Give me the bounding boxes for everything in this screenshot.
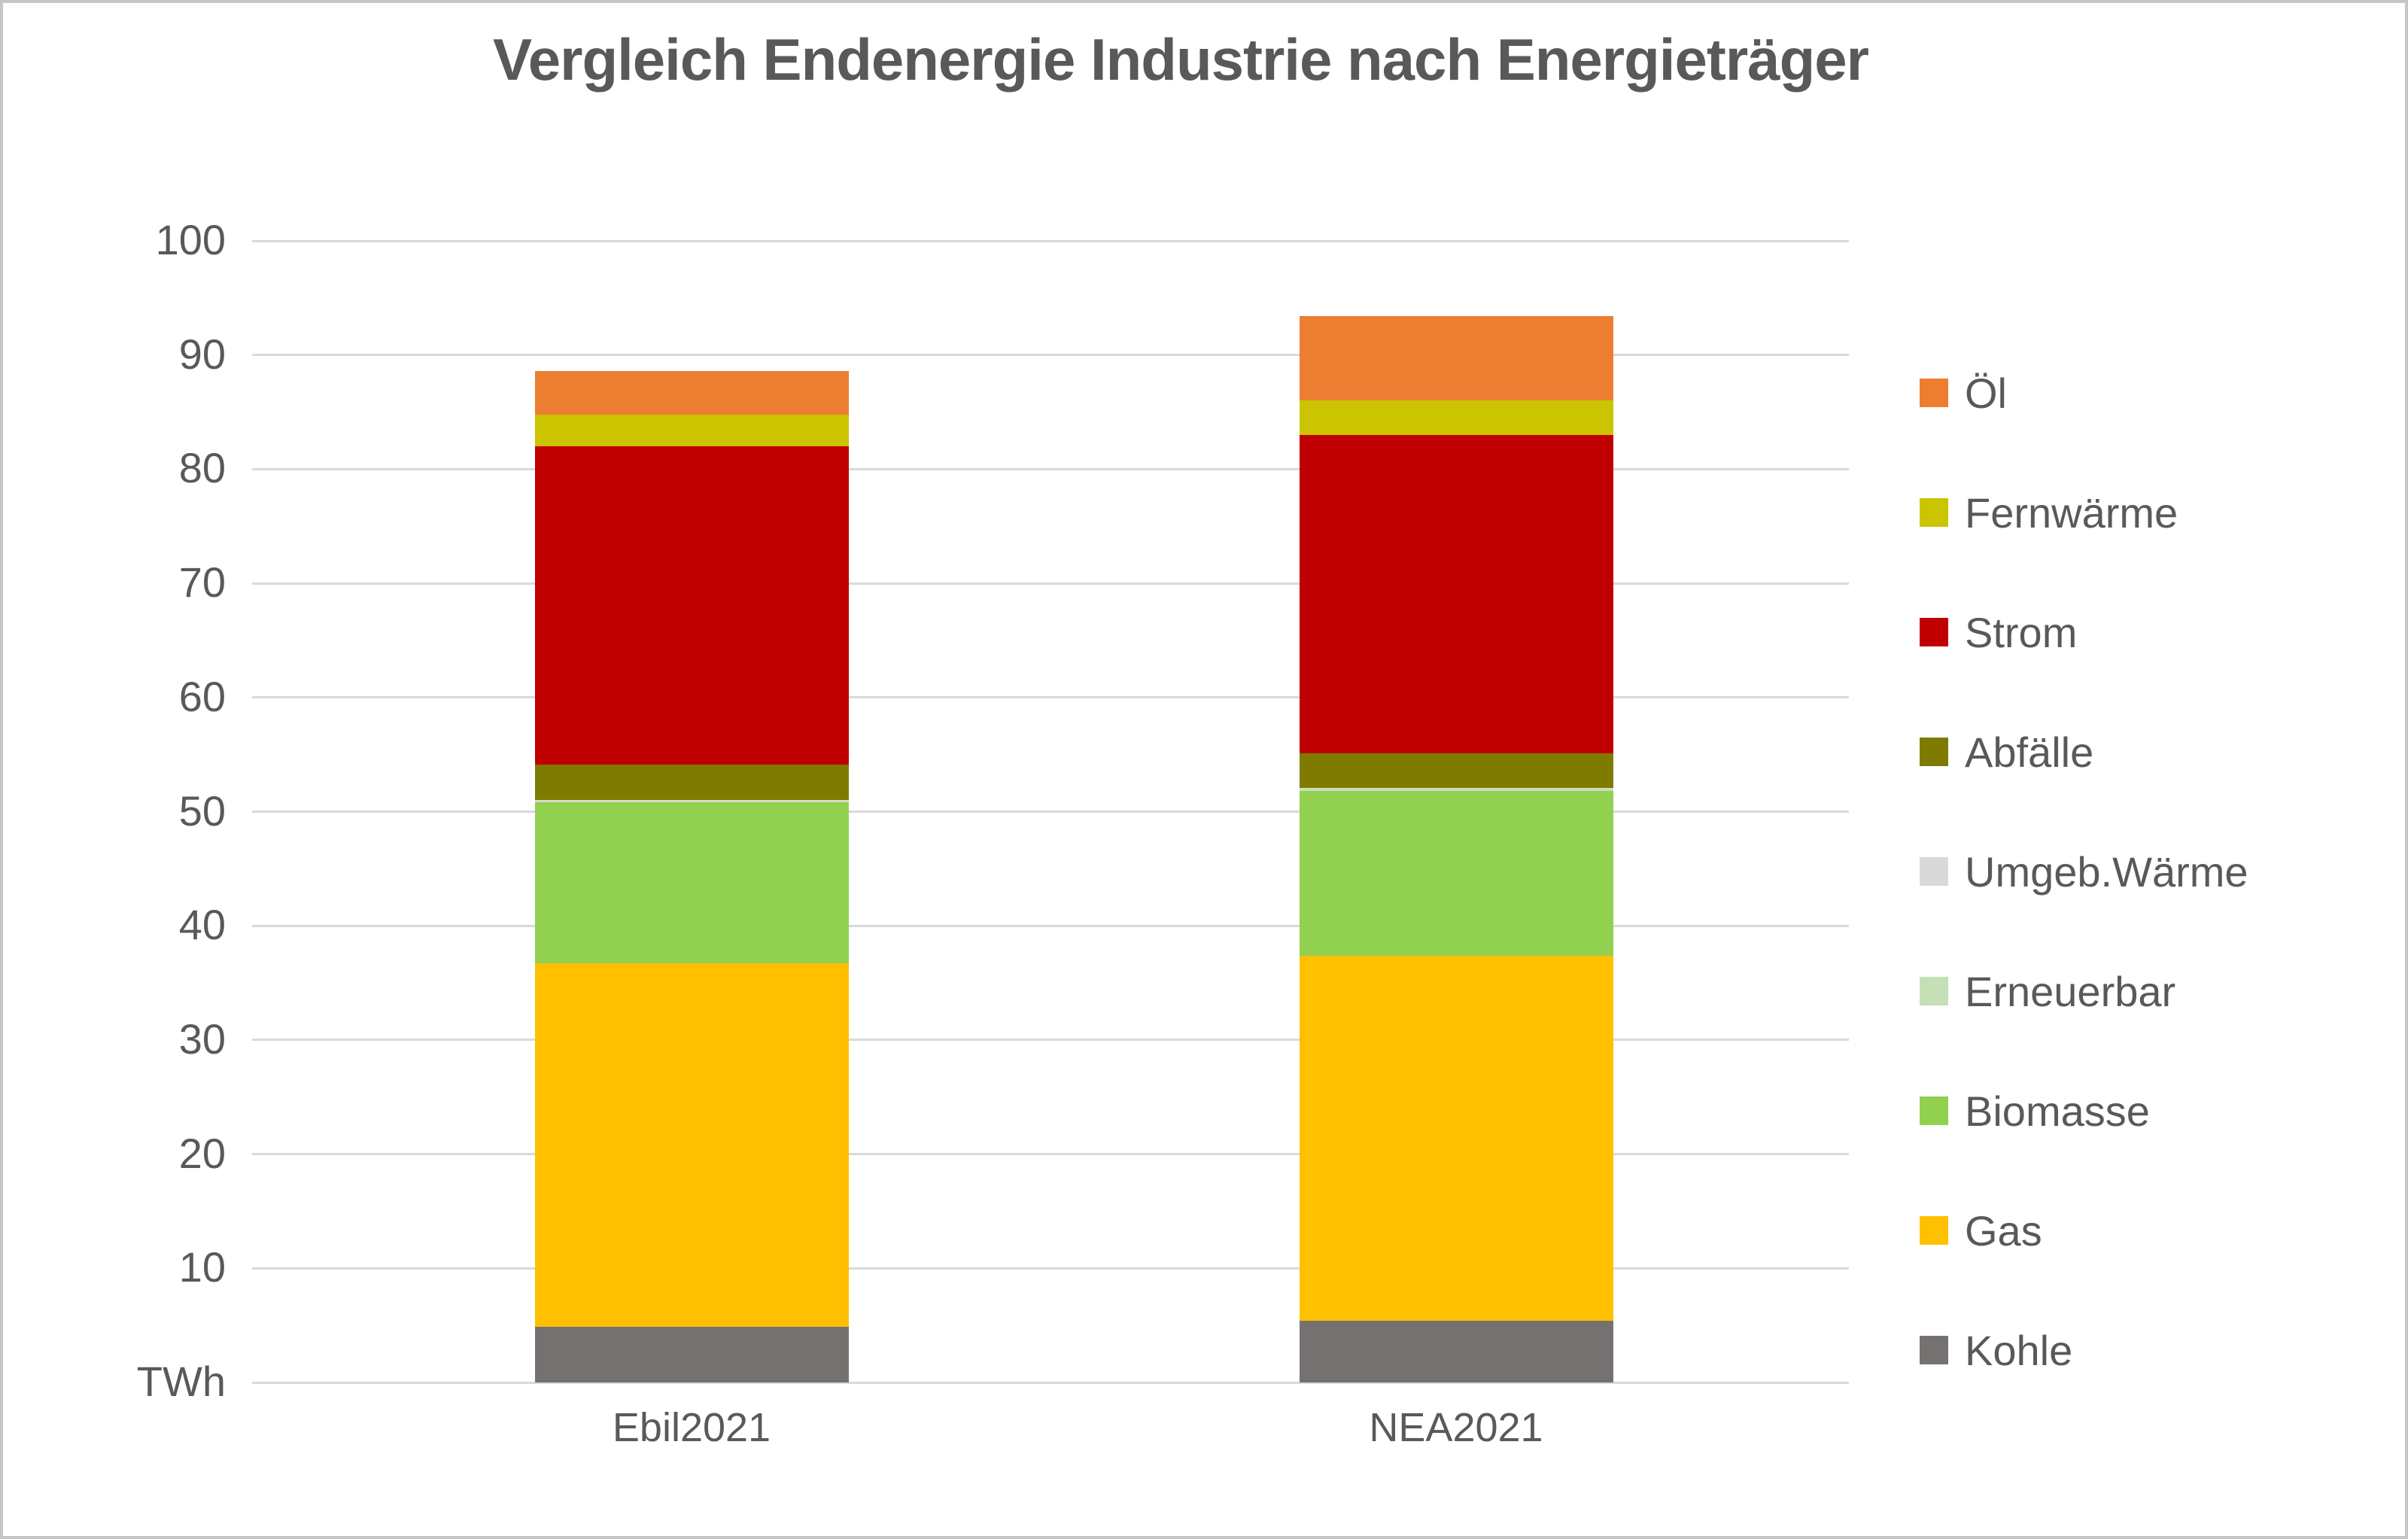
bar-segment-NEA2021-Strom <box>1299 434 1613 754</box>
bar-segment-NEA2021-Gas <box>1299 955 1613 1322</box>
gridline-90 <box>252 354 1849 357</box>
y-tick-label-60: 60 <box>178 672 226 720</box>
x-category-label-NEA2021: NEA2021 <box>1369 1405 1543 1450</box>
legend-item-Erneuerbar: Erneuerbar <box>1920 967 2176 1015</box>
bar-segment-NEA2021-Fernwärme <box>1299 400 1613 435</box>
y-tick-label-20: 20 <box>178 1129 226 1177</box>
gridline-40 <box>252 924 1849 927</box>
x-category-label-Ebil2021: Ebil2021 <box>612 1405 771 1450</box>
legend-item-Kohle: Kohle <box>1920 1326 2073 1374</box>
bar-segment-NEA2021-Abfälle <box>1299 753 1613 788</box>
legend-swatch-Biomasse <box>1920 1096 1948 1125</box>
y-axis-unit-label: TWh <box>136 1358 226 1406</box>
bar-segment-NEA2021-Öl <box>1299 316 1613 401</box>
bar-segment-Ebil2021-Erneuerbar <box>534 801 849 803</box>
y-tick-label-10: 10 <box>178 1243 226 1291</box>
legend-swatch-Strom <box>1920 618 1948 646</box>
legend-label-Gas: Gas <box>1965 1206 2042 1255</box>
bar-segment-Ebil2021-Fernwärme <box>534 414 849 447</box>
bar-segment-NEA2021-Kohle <box>1299 1321 1613 1382</box>
legend-label-Erneuerbar: Erneuerbar <box>1965 967 2176 1015</box>
legend-label-Biomasse: Biomasse <box>1965 1087 2150 1135</box>
legend-item-Strom: Strom <box>1920 608 2078 656</box>
legend-label-Strom: Strom <box>1965 608 2078 656</box>
chart-title: Vergleich Endenergie Industrie nach Ener… <box>493 26 1869 93</box>
legend-item-Öl: Öl <box>1920 369 2007 417</box>
y-tick-label-90: 90 <box>178 330 226 378</box>
bar-segment-Ebil2021-Strom <box>534 446 849 765</box>
legend-label-Umgeb.Wärme: Umgeb.Wärme <box>1965 847 2248 896</box>
legend-swatch-Kohle <box>1920 1336 1948 1364</box>
legend-swatch-Gas <box>1920 1216 1948 1245</box>
gridline-100 <box>252 239 1849 242</box>
legend-swatch-Fernwärme <box>1920 498 1948 527</box>
legend-swatch-Abfälle <box>1920 738 1948 766</box>
bar-segment-Ebil2021-Umgeb.Wärme <box>534 800 849 801</box>
y-tick-label-50: 50 <box>178 786 226 835</box>
legend-swatch-Umgeb.Wärme <box>1920 857 1948 886</box>
legend-label-Fernwärme: Fernwärme <box>1965 488 2178 537</box>
gridline-50 <box>252 811 1849 813</box>
legend-swatch-Öl <box>1920 379 1948 407</box>
legend-item-Gas: Gas <box>1920 1206 2042 1255</box>
legend-label-Kohle: Kohle <box>1965 1326 2073 1374</box>
legend-item-Fernwärme: Fernwärme <box>1920 488 2178 537</box>
bar-segment-Ebil2021-Abfälle <box>534 765 849 801</box>
gridline-10 <box>252 1267 1849 1270</box>
gridline-30 <box>252 1039 1849 1042</box>
bar-segment-NEA2021-Biomasse <box>1299 791 1613 956</box>
gridline-80 <box>252 467 1849 470</box>
bar-segment-Ebil2021-Gas <box>534 963 849 1327</box>
legend-item-Abfälle: Abfälle <box>1920 728 2094 776</box>
legend-label-Abfälle: Abfälle <box>1965 728 2094 776</box>
y-tick-label-80: 80 <box>178 444 226 492</box>
bar-segment-Ebil2021-Biomasse <box>534 802 849 964</box>
gridline-60 <box>252 696 1849 699</box>
bar-segment-Ebil2021-Kohle <box>534 1326 849 1382</box>
legend-swatch-Erneuerbar <box>1920 977 1948 1005</box>
y-tick-label-30: 30 <box>178 1015 226 1063</box>
gridline-70 <box>252 582 1849 585</box>
legend-item-Umgeb.Wärme: Umgeb.Wärme <box>1920 847 2248 896</box>
bar-segment-NEA2021-Umgeb.Wärme <box>1299 787 1613 789</box>
bar-segment-NEA2021-Erneuerbar <box>1299 789 1613 792</box>
legend-label-Öl: Öl <box>1965 369 2007 417</box>
legend-item-Biomasse: Biomasse <box>1920 1087 2150 1135</box>
y-tick-label-70: 70 <box>178 558 226 607</box>
bar-segment-Ebil2021-Öl <box>534 370 849 415</box>
y-tick-label-100: 100 <box>155 216 226 264</box>
gridline-0 <box>252 1381 1849 1384</box>
y-tick-label-40: 40 <box>178 901 226 949</box>
gridline-20 <box>252 1153 1849 1156</box>
